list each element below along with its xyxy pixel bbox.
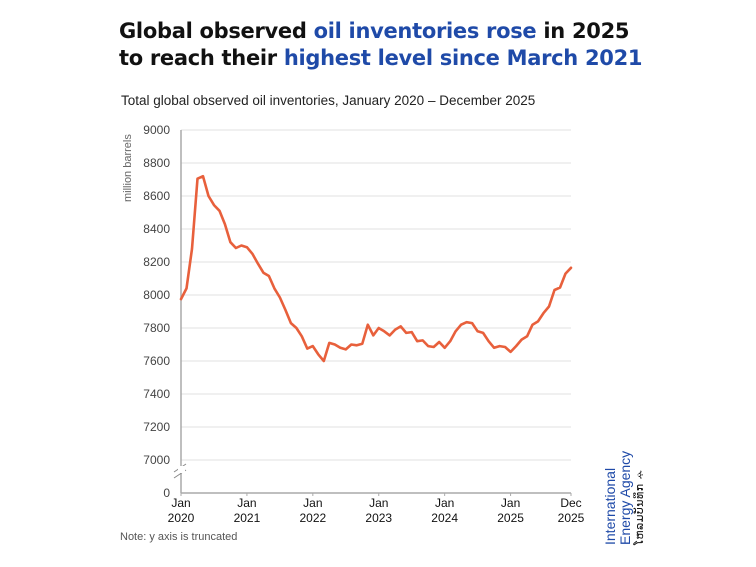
logo-line-3: ໂຫລມບັນທຶກ ꕂ [634,469,646,545]
x-tick-label-month: Jan [501,496,520,510]
title-highlight: highest level since March 2021 [283,46,643,70]
x-tick-label-year: 2025 [558,511,585,525]
y-tick-label: 8000 [143,288,170,302]
title-highlight: oil inventories rose [313,19,537,43]
gridlines [181,129,571,461]
axis-break-gap [178,466,185,473]
y-axis-ticks: 9000 8800 8600 8400 8200 8000 7800 7600 7400 7200… [143,123,170,500]
y-tick-label: 8400 [143,222,170,236]
logo-line-2: Energy Agency [617,450,633,545]
title-part: in 2025 to reach their [119,19,630,70]
x-tick-label-month: Jan [303,496,322,510]
x-tick-label-month: Dec [560,496,581,510]
y-tick-label: 9000 [143,123,170,137]
y-tick-label: 8600 [143,189,170,203]
x-tick-label-year: 2025 [497,511,524,525]
y-tick-label: 7600 [143,354,170,368]
chart-title: Global observed oil inventories rose in … [119,18,659,72]
chart-subtitle: Total global observed oil inventories, J… [121,93,536,108]
y-tick-label: 7000 [143,453,170,467]
y-tick-label: 8200 [143,255,170,269]
y-axis-label: million barrels [122,134,134,202]
y-tick-label: 8800 [143,156,170,170]
x-tick-label-month: Jan [237,496,256,510]
y-tick-label: 0 [163,486,170,500]
series-line [179,174,573,363]
x-tick-label-month: Jan [435,496,454,510]
x-tick-label-month: Jan [369,496,388,510]
logo-line-1: International [602,467,618,545]
y-tick-label: 7400 [143,387,170,401]
iea-logo: International Energy Agency ໂຫລມບັນທຶກ ꕂ [602,450,648,545]
x-tick-label-year: 2022 [299,511,326,525]
x-tick-label-month: Jan [171,496,190,510]
y-tick-label: 7200 [143,420,170,434]
x-axis: Jan2020Jan2021Jan2022Jan2023Jan2024Jan20… [168,130,585,525]
x-tick-label-year: 2023 [365,511,392,525]
x-tick-label-year: 2021 [234,511,261,525]
x-tick-label-year: 2024 [431,511,458,525]
series-layer [179,174,573,363]
axis-note: Note: y axis is truncated [120,531,238,543]
x-tick-label-year: 2020 [168,511,195,525]
y-tick-label: 7800 [143,321,170,335]
title-part: Global observed [119,19,314,43]
